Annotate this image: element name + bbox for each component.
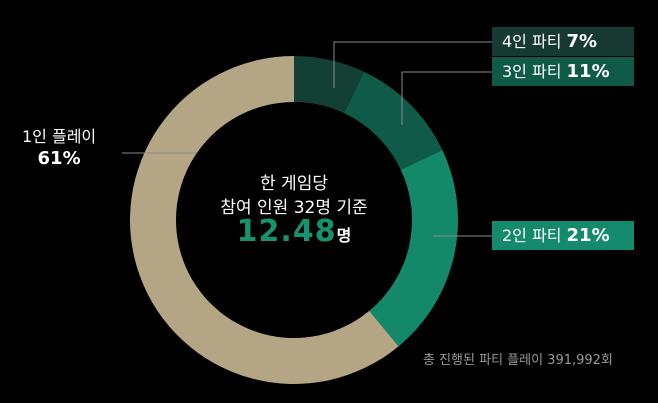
label-solo-name: 1인 플레이 xyxy=(22,127,97,146)
center-value: 12.48 xyxy=(236,214,337,249)
donut-slice-1 xyxy=(294,56,364,114)
label-solo: 1인 플레이 61% xyxy=(22,126,96,170)
center-line2: 참여 인원 32명 기준 xyxy=(220,198,368,218)
label-4-party-name: 4인 파티 xyxy=(502,32,562,51)
center-summary: 한 게임당 참여 인원 32명 기준 12.48명 xyxy=(194,172,394,248)
center-unit: 명 xyxy=(336,226,352,245)
label-2-party: 2인 파티 21% xyxy=(492,221,634,250)
footnote: 총 진행된 파티 플레이 391,992회 xyxy=(423,353,613,368)
donut-slice-3 xyxy=(369,150,459,347)
label-solo-value: 61% xyxy=(37,148,81,169)
label-4-party: 4인 파티 7% xyxy=(492,27,634,56)
center-line1: 한 게임당 xyxy=(260,174,328,194)
donut-slice-2 xyxy=(344,71,443,170)
label-2-party-name: 2인 파티 xyxy=(502,226,562,245)
label-3-party-name: 3인 파티 xyxy=(502,62,562,81)
label-3-party-value: 11% xyxy=(566,61,610,82)
donut-slice-4 xyxy=(129,55,399,384)
label-4-party-value: 7% xyxy=(566,31,598,52)
leader-line-3 xyxy=(401,71,492,125)
leader-line-4 xyxy=(333,41,492,88)
label-3-party: 3인 파티 11% xyxy=(492,57,634,86)
label-2-party-value: 21% xyxy=(566,225,610,246)
